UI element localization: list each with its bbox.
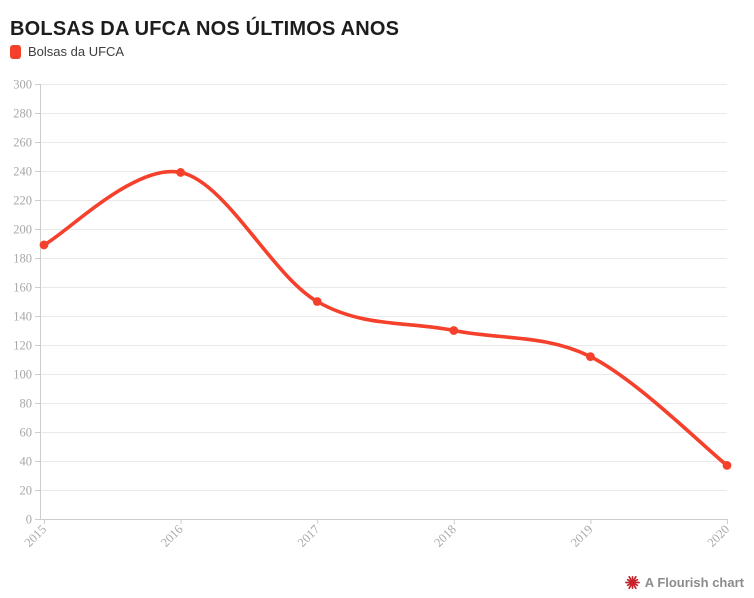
x-tick-label: 2016: [158, 522, 186, 550]
y-tick-label: 280: [13, 107, 32, 121]
burst-ray: [633, 582, 638, 587]
data-point[interactable]: [39, 240, 49, 250]
legend-item-label: Bolsas da UFCA: [28, 44, 125, 59]
y-tick-label: 40: [20, 455, 33, 469]
x-tick-label: 2020: [705, 522, 733, 550]
burst-ray: [626, 578, 632, 583]
data-point[interactable]: [722, 460, 732, 470]
y-tick-label: 20: [20, 484, 33, 498]
y-tick-label: 140: [13, 310, 32, 324]
y-tick-label: 60: [20, 426, 33, 440]
y-tick-label: 120: [13, 339, 32, 353]
y-tick-label: 260: [13, 136, 32, 150]
data-point[interactable]: [176, 168, 186, 177]
y-tick-label: 220: [13, 194, 32, 208]
burst-ray: [626, 582, 632, 587]
flourish-burst-icon: [624, 575, 640, 590]
data-point[interactable]: [312, 297, 322, 306]
page-title: BOLSAS DA UFCA NOS ÚLTIMOS ANOS: [10, 18, 400, 41]
legend: Bolsas da UFCA: [10, 44, 124, 59]
flourish-credit-link[interactable]: A Flourish chart: [624, 575, 744, 590]
y-tick-label: 240: [13, 165, 32, 179]
y-tick-label: 100: [13, 368, 32, 382]
y-tick-label: 180: [13, 252, 32, 266]
data-point[interactable]: [586, 352, 595, 361]
burst-ray: [632, 575, 637, 582]
y-tick-label: 0: [26, 513, 32, 527]
y-tick-label: 200: [13, 223, 32, 237]
x-tick-label: 2019: [568, 522, 596, 550]
burst-ray: [632, 583, 637, 590]
x-tick-label: 2017: [295, 522, 323, 550]
line-series-path: [42, 169, 729, 468]
data-point[interactable]: [449, 326, 459, 335]
y-tick-label: 300: [13, 78, 32, 92]
flourish-credit-label: A Flourish chart: [644, 575, 744, 590]
burst-ray: [628, 583, 633, 590]
x-tick-label: 2018: [431, 522, 459, 550]
legend-swatch: [10, 44, 21, 59]
y-tick-label: 80: [20, 397, 33, 411]
y-tick-label: 160: [13, 281, 32, 295]
burst-ray: [628, 575, 633, 582]
burst-ray: [633, 578, 638, 583]
